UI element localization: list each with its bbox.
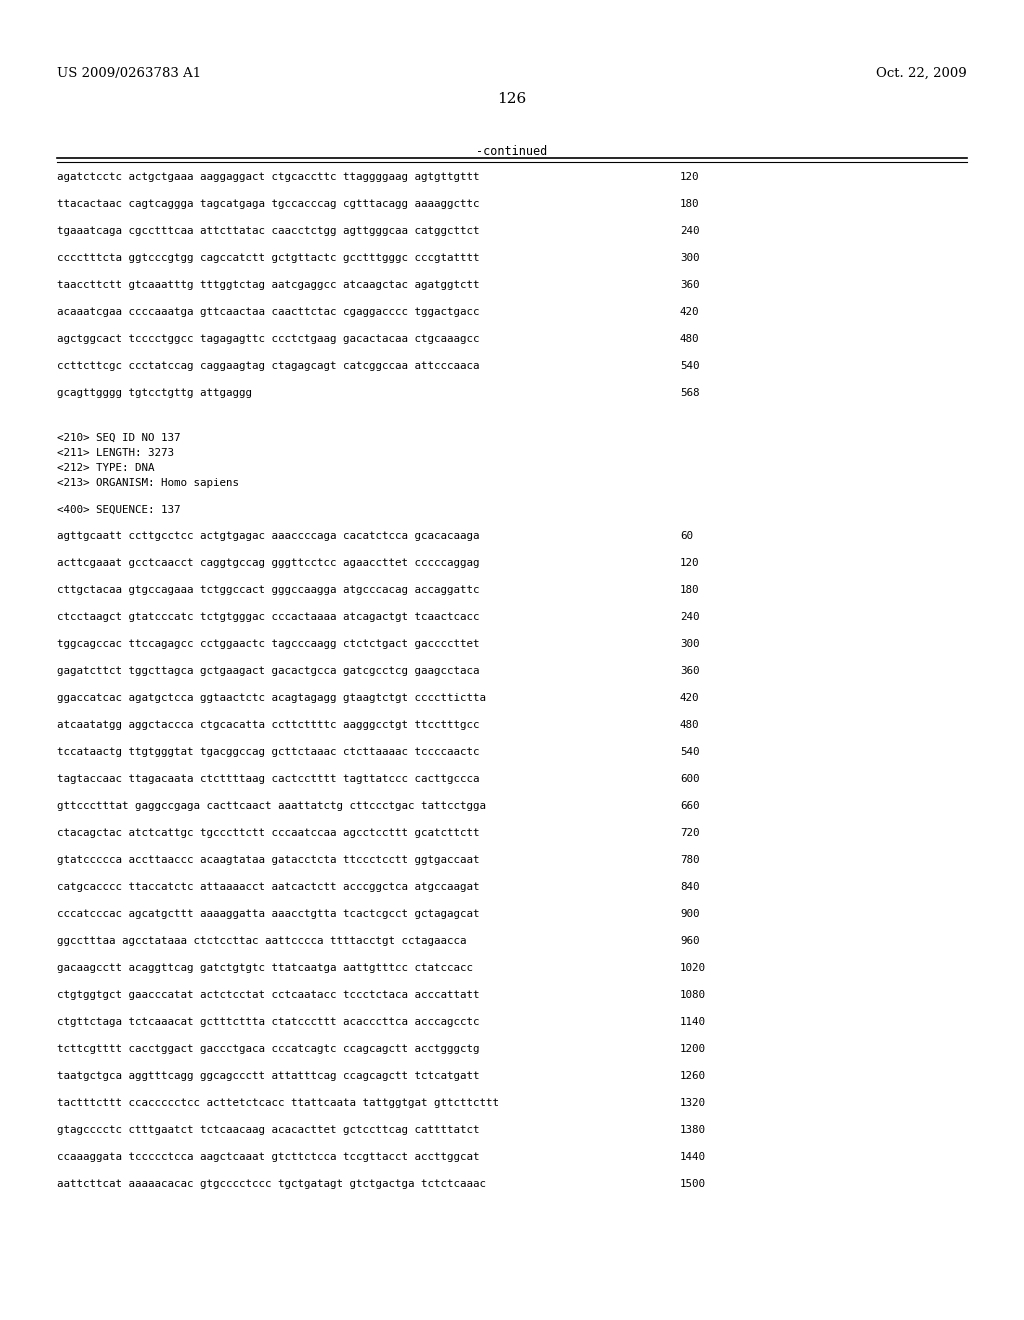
Text: ctacagctac atctcattgc tgcccttctt cccaatccaa agcctccttt gcatcttctt: ctacagctac atctcattgc tgcccttctt cccaatc…: [57, 828, 479, 838]
Text: 840: 840: [680, 882, 699, 892]
Text: gagatcttct tggcttagca gctgaagact gacactgcca gatcgcctcg gaagcctaca: gagatcttct tggcttagca gctgaagact gacactg…: [57, 667, 479, 676]
Text: 900: 900: [680, 909, 699, 919]
Text: agttgcaatt ccttgcctcc actgtgagac aaaccccaga cacatctcca gcacacaaga: agttgcaatt ccttgcctcc actgtgagac aaacccc…: [57, 531, 479, 541]
Text: ttacactaac cagtcaggga tagcatgaga tgccacccag cgtttacagg aaaaggcttc: ttacactaac cagtcaggga tagcatgaga tgccacc…: [57, 199, 479, 209]
Text: ccaaaggata tccccctcca aagctcaaat gtcttctcca tccgttacct accttggcat: ccaaaggata tccccctcca aagctcaaat gtcttct…: [57, 1152, 479, 1162]
Text: Oct. 22, 2009: Oct. 22, 2009: [877, 67, 967, 81]
Text: ggaccatcac agatgctcca ggtaactctc acagtagagg gtaagtctgt ccccttictta: ggaccatcac agatgctcca ggtaactctc acagtag…: [57, 693, 486, 704]
Text: 60: 60: [680, 531, 693, 541]
Text: atcaatatgg aggctaccca ctgcacatta ccttcttttc aagggcctgt ttcctttgcc: atcaatatgg aggctaccca ctgcacatta ccttctt…: [57, 719, 479, 730]
Text: acttcgaaat gcctcaacct caggtgccag gggttcctcc agaaccttet cccccaggag: acttcgaaat gcctcaacct caggtgccag gggttcc…: [57, 558, 479, 568]
Text: 1500: 1500: [680, 1179, 706, 1189]
Text: 600: 600: [680, 774, 699, 784]
Text: tgaaatcaga cgcctttcaa attcttatac caacctctgg agttgggcaa catggcttct: tgaaatcaga cgcctttcaa attcttatac caacctc…: [57, 226, 479, 236]
Text: agctggcact tcccctggcc tagagagttc ccctctgaag gacactacaa ctgcaaagcc: agctggcact tcccctggcc tagagagttc ccctctg…: [57, 334, 479, 345]
Text: 780: 780: [680, 855, 699, 865]
Text: aattcttcat aaaaacacac gtgcccctccc tgctgatagt gtctgactga tctctcaaac: aattcttcat aaaaacacac gtgcccctccc tgctga…: [57, 1179, 486, 1189]
Text: 568: 568: [680, 388, 699, 399]
Text: tccataactg ttgtgggtat tgacggccag gcttctaaac ctcttaaaac tccccaactc: tccataactg ttgtgggtat tgacggccag gcttcta…: [57, 747, 479, 756]
Text: 960: 960: [680, 936, 699, 946]
Text: 360: 360: [680, 280, 699, 290]
Text: gacaagcctt acaggttcag gatctgtgtc ttatcaatga aattgtttcc ctatccacc: gacaagcctt acaggttcag gatctgtgtc ttatcaa…: [57, 964, 473, 973]
Text: gtagcccctc ctttgaatct tctcaacaag acacacttet gctccttcag cattttatct: gtagcccctc ctttgaatct tctcaacaag acacact…: [57, 1125, 479, 1135]
Text: 300: 300: [680, 253, 699, 263]
Text: 180: 180: [680, 585, 699, 595]
Text: gttccctttat gaggccgaga cacttcaact aaattatctg cttccctgac tattcctgga: gttccctttat gaggccgaga cacttcaact aaatta…: [57, 801, 486, 810]
Text: acaaatcgaa ccccaaatga gttcaactaa caacttctac cgaggacccc tggactgacc: acaaatcgaa ccccaaatga gttcaactaa caacttc…: [57, 308, 479, 317]
Text: cccatcccac agcatgcttt aaaaggatta aaacctgtta tcactcgcct gctagagcat: cccatcccac agcatgcttt aaaaggatta aaacctg…: [57, 909, 479, 919]
Text: catgcacccc ttaccatctc attaaaacct aatcactctt acccggctca atgccaagat: catgcacccc ttaccatctc attaaaacct aatcact…: [57, 882, 479, 892]
Text: <210> SEQ ID NO 137: <210> SEQ ID NO 137: [57, 433, 180, 444]
Text: 240: 240: [680, 226, 699, 236]
Text: 1080: 1080: [680, 990, 706, 1001]
Text: <400> SEQUENCE: 137: <400> SEQUENCE: 137: [57, 506, 180, 515]
Text: tactttcttt ccaccccctcc acttetctcacc ttattcaata tattggtgat gttcttcttt: tactttcttt ccaccccctcc acttetctcacc ttat…: [57, 1098, 499, 1107]
Text: tcttcgtttt cacctggact gaccctgaca cccatcagtc ccagcagctt acctgggctg: tcttcgtttt cacctggact gaccctgaca cccatca…: [57, 1044, 479, 1053]
Text: 660: 660: [680, 801, 699, 810]
Text: ggcctttaa agcctataaa ctctccttac aattcccca ttttacctgt cctagaacca: ggcctttaa agcctataaa ctctccttac aattcccc…: [57, 936, 467, 946]
Text: agatctcctc actgctgaaa aaggaggact ctgcaccttc ttaggggaag agtgttgttt: agatctcctc actgctgaaa aaggaggact ctgcacc…: [57, 172, 479, 182]
Text: 1140: 1140: [680, 1016, 706, 1027]
Text: 420: 420: [680, 693, 699, 704]
Text: -continued: -continued: [476, 145, 548, 158]
Text: 120: 120: [680, 172, 699, 182]
Text: 1260: 1260: [680, 1071, 706, 1081]
Text: tggcagccac ttccagagcc cctggaactc tagcccaagg ctctctgact gaccccttet: tggcagccac ttccagagcc cctggaactc tagccca…: [57, 639, 479, 649]
Text: 360: 360: [680, 667, 699, 676]
Text: 1020: 1020: [680, 964, 706, 973]
Text: 126: 126: [498, 92, 526, 106]
Text: <211> LENGTH: 3273: <211> LENGTH: 3273: [57, 447, 174, 458]
Text: 480: 480: [680, 334, 699, 345]
Text: 1440: 1440: [680, 1152, 706, 1162]
Text: 720: 720: [680, 828, 699, 838]
Text: 180: 180: [680, 199, 699, 209]
Text: ctgtggtgct gaacccatat actctcctat cctcaatacc tccctctaca acccattatt: ctgtggtgct gaacccatat actctcctat cctcaat…: [57, 990, 479, 1001]
Text: 240: 240: [680, 612, 699, 622]
Text: ctcctaagct gtatcccatc tctgtgggac cccactaaaa atcagactgt tcaactcacc: ctcctaagct gtatcccatc tctgtgggac cccacta…: [57, 612, 479, 622]
Text: 1200: 1200: [680, 1044, 706, 1053]
Text: tagtaccaac ttagacaata ctcttttaag cactcctttt tagttatccc cacttgccca: tagtaccaac ttagacaata ctcttttaag cactcct…: [57, 774, 479, 784]
Text: 420: 420: [680, 308, 699, 317]
Text: 540: 540: [680, 360, 699, 371]
Text: cttgctacaa gtgccagaaa tctggccact gggccaagga atgcccacag accaggattc: cttgctacaa gtgccagaaa tctggccact gggccaa…: [57, 585, 479, 595]
Text: taaccttctt gtcaaatttg tttggtctag aatcgaggcc atcaagctac agatggtctt: taaccttctt gtcaaatttg tttggtctag aatcgag…: [57, 280, 479, 290]
Text: taatgctgca aggtttcagg ggcagccctt attatttcag ccagcagctt tctcatgatt: taatgctgca aggtttcagg ggcagccctt attattt…: [57, 1071, 479, 1081]
Text: gcagttgggg tgtcctgttg attgaggg: gcagttgggg tgtcctgttg attgaggg: [57, 388, 252, 399]
Text: <212> TYPE: DNA: <212> TYPE: DNA: [57, 463, 155, 473]
Text: US 2009/0263783 A1: US 2009/0263783 A1: [57, 67, 201, 81]
Text: 1320: 1320: [680, 1098, 706, 1107]
Text: <213> ORGANISM: Homo sapiens: <213> ORGANISM: Homo sapiens: [57, 478, 239, 488]
Text: ccttcttcgc ccctatccag caggaagtag ctagagcagt catcggccaa attcccaaca: ccttcttcgc ccctatccag caggaagtag ctagagc…: [57, 360, 479, 371]
Text: gtatccccca accttaaccc acaagtataa gatacctcta ttccctcctt ggtgaccaat: gtatccccca accttaaccc acaagtataa gatacct…: [57, 855, 479, 865]
Text: 120: 120: [680, 558, 699, 568]
Text: 300: 300: [680, 639, 699, 649]
Text: ctgttctaga tctcaaacat gctttcttta ctatcccttt acacccttca acccagcctc: ctgttctaga tctcaaacat gctttcttta ctatccc…: [57, 1016, 479, 1027]
Text: cccctttcta ggtcccgtgg cagccatctt gctgttactc gcctttgggc cccgtatttt: cccctttcta ggtcccgtgg cagccatctt gctgtta…: [57, 253, 479, 263]
Text: 480: 480: [680, 719, 699, 730]
Text: 540: 540: [680, 747, 699, 756]
Text: 1380: 1380: [680, 1125, 706, 1135]
